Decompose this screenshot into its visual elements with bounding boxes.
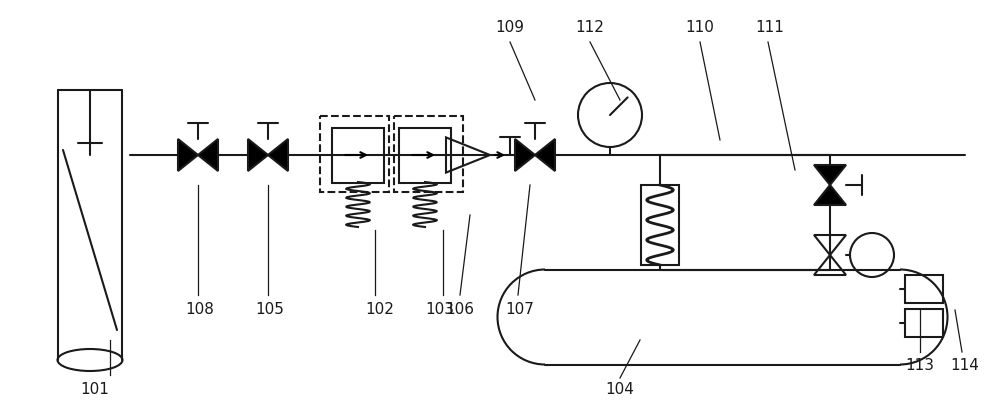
Bar xyxy=(394,116,463,192)
Text: 114: 114 xyxy=(951,357,979,372)
Polygon shape xyxy=(178,139,198,171)
Text: 109: 109 xyxy=(496,20,524,35)
Bar xyxy=(399,128,451,183)
Text: 105: 105 xyxy=(256,302,284,317)
Text: 102: 102 xyxy=(366,302,394,317)
Bar xyxy=(905,309,943,337)
Bar xyxy=(320,116,389,192)
Text: 110: 110 xyxy=(686,20,714,35)
Polygon shape xyxy=(535,139,555,171)
Text: 103: 103 xyxy=(426,302,454,317)
Text: 111: 111 xyxy=(756,20,784,35)
Polygon shape xyxy=(268,139,288,171)
Text: 112: 112 xyxy=(576,20,604,35)
Polygon shape xyxy=(814,185,846,205)
Polygon shape xyxy=(198,139,218,171)
Text: 107: 107 xyxy=(506,302,534,317)
Polygon shape xyxy=(515,139,535,171)
Bar xyxy=(905,275,943,303)
Text: 108: 108 xyxy=(186,302,214,317)
Bar xyxy=(641,185,679,265)
Text: 101: 101 xyxy=(81,383,109,398)
Polygon shape xyxy=(248,139,268,171)
Polygon shape xyxy=(814,165,846,185)
Text: 113: 113 xyxy=(906,357,934,372)
Bar xyxy=(332,128,384,183)
Text: 104: 104 xyxy=(606,383,634,398)
Text: 106: 106 xyxy=(446,302,475,317)
